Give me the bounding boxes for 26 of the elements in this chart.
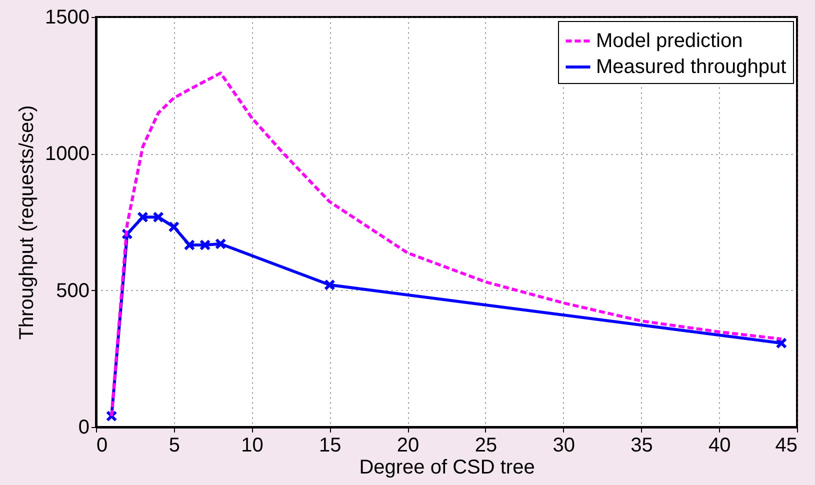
y-tick-label: 1000 — [45, 143, 90, 166]
x-tick-label: 25 — [474, 434, 498, 456]
y-tick-label: 1500 — [45, 6, 90, 28]
y-axis-title: Throughput (requests/sec) — [16, 105, 38, 340]
point — [214, 238, 226, 250]
point — [152, 211, 164, 223]
y-tick-label: 500 — [56, 280, 90, 302]
point — [199, 239, 211, 251]
x-tick-label: 40 — [708, 434, 731, 456]
x-tick-label: 30 — [552, 434, 575, 456]
y-tick-label: 0 — [78, 416, 90, 438]
x-tick-label: 15 — [319, 434, 342, 456]
x-axis-title: Degree of CSD tree — [359, 456, 535, 478]
x-tick-label: 0 — [96, 434, 108, 456]
point — [137, 211, 148, 223]
point — [776, 337, 788, 349]
x-tick-label: 5 — [168, 434, 180, 456]
x-tick-label: 45 — [775, 434, 798, 456]
x-tick-label: 10 — [241, 434, 264, 456]
point — [168, 221, 180, 233]
point — [324, 279, 336, 291]
x-tick-label: 35 — [630, 434, 653, 456]
legend-label: Model prediction — [596, 30, 743, 52]
x-tick-label: 20 — [396, 434, 420, 456]
point — [184, 239, 196, 251]
legend-label: Measured throughput — [596, 56, 787, 78]
